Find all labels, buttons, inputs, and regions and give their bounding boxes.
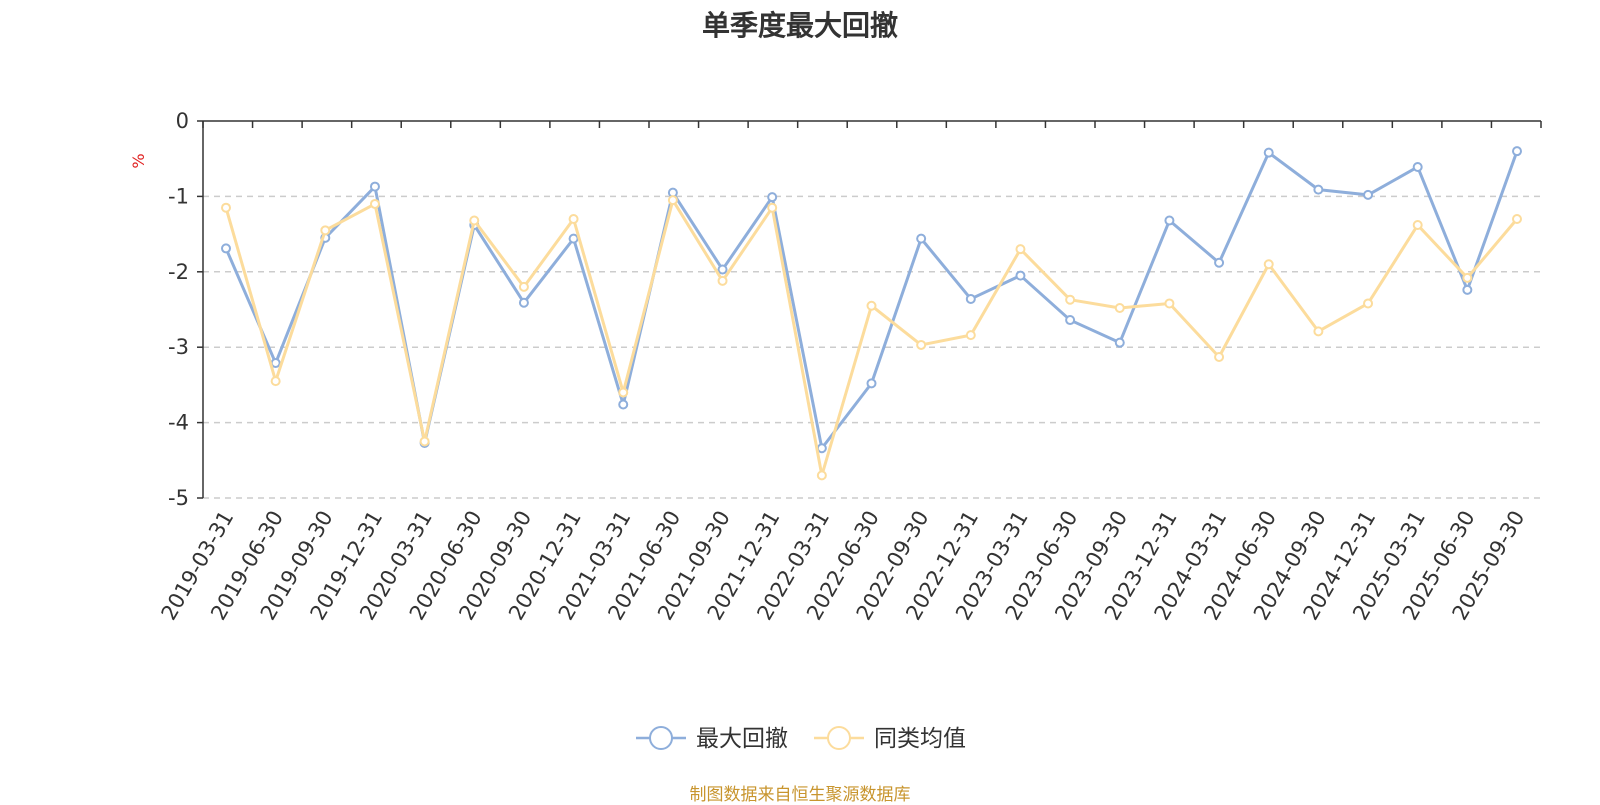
data-point — [369, 181, 380, 192]
data-point — [1114, 337, 1125, 348]
data-point — [1164, 215, 1175, 226]
y-tick-label: -2 — [168, 260, 189, 284]
data-point — [717, 275, 728, 286]
data-point — [320, 225, 331, 236]
data-point — [1015, 244, 1026, 255]
data-point — [1363, 189, 1374, 200]
data-point — [1462, 272, 1473, 283]
data-point — [1412, 161, 1423, 172]
data-point — [369, 198, 380, 209]
legend-item-1[interactable]: 同类均值 — [814, 726, 966, 752]
legend-item-0[interactable]: 最大回撤 — [636, 726, 788, 752]
data-point — [419, 436, 430, 447]
data-point — [1512, 214, 1522, 225]
data-point — [1313, 184, 1324, 195]
data-point — [568, 233, 579, 244]
y-tick-label: 0 — [176, 109, 189, 133]
data-point — [518, 297, 529, 308]
chart-title: 单季度最大回撤 — [701, 9, 898, 42]
data-point — [270, 376, 281, 387]
data-point — [1214, 352, 1225, 363]
y-axis-unit-label: % — [129, 153, 148, 168]
data-point — [965, 330, 976, 341]
data-point — [866, 378, 877, 389]
data-point — [1313, 326, 1324, 337]
legend-marker — [827, 726, 851, 750]
legend[interactable]: 最大回撤 同类均值 — [636, 726, 966, 752]
y-tick-label: -1 — [168, 184, 189, 208]
y-tick-label: -5 — [168, 486, 189, 510]
legend-marker — [649, 726, 673, 750]
grid-lines — [203, 195, 1541, 499]
data-point — [916, 233, 927, 244]
data-point — [1412, 220, 1423, 231]
data-point — [667, 195, 678, 206]
data-point — [568, 214, 579, 225]
data-point — [1263, 147, 1274, 158]
data-point — [816, 470, 827, 481]
series-lines — [221, 146, 1522, 481]
data-point — [816, 443, 827, 454]
series-1 — [221, 195, 1522, 481]
data-point — [1363, 298, 1374, 309]
data-point — [767, 202, 778, 213]
y-tick-label: -3 — [168, 335, 189, 359]
data-point — [618, 399, 629, 410]
data-point — [767, 192, 778, 203]
data-point — [1114, 302, 1125, 313]
legend-label: 同类均值 — [874, 726, 966, 752]
data-point — [518, 281, 529, 292]
data-point — [1065, 315, 1076, 326]
data-point — [1462, 284, 1473, 295]
data-point — [469, 215, 480, 226]
data-point — [221, 202, 231, 213]
data-point — [1065, 294, 1076, 305]
series-line — [224, 198, 1519, 477]
axes: 0-1-2-3-4-5%2019-03-312019-06-302019-09-… — [129, 109, 1542, 624]
source-note: 制图数据来自恒生聚源数据库 — [689, 785, 911, 805]
data-point — [965, 293, 976, 304]
data-point — [916, 339, 927, 350]
data-point — [1512, 146, 1522, 157]
data-point — [866, 300, 877, 311]
data-point — [1164, 298, 1175, 309]
data-point — [717, 264, 728, 275]
legend-label: 最大回撤 — [696, 726, 788, 752]
y-tick-label: -4 — [168, 411, 189, 435]
data-point — [270, 358, 281, 369]
series-line — [224, 150, 1519, 450]
data-point — [1263, 259, 1274, 270]
data-point — [1214, 257, 1225, 268]
data-point — [618, 387, 629, 398]
data-point — [221, 243, 231, 254]
data-point — [1015, 270, 1026, 281]
